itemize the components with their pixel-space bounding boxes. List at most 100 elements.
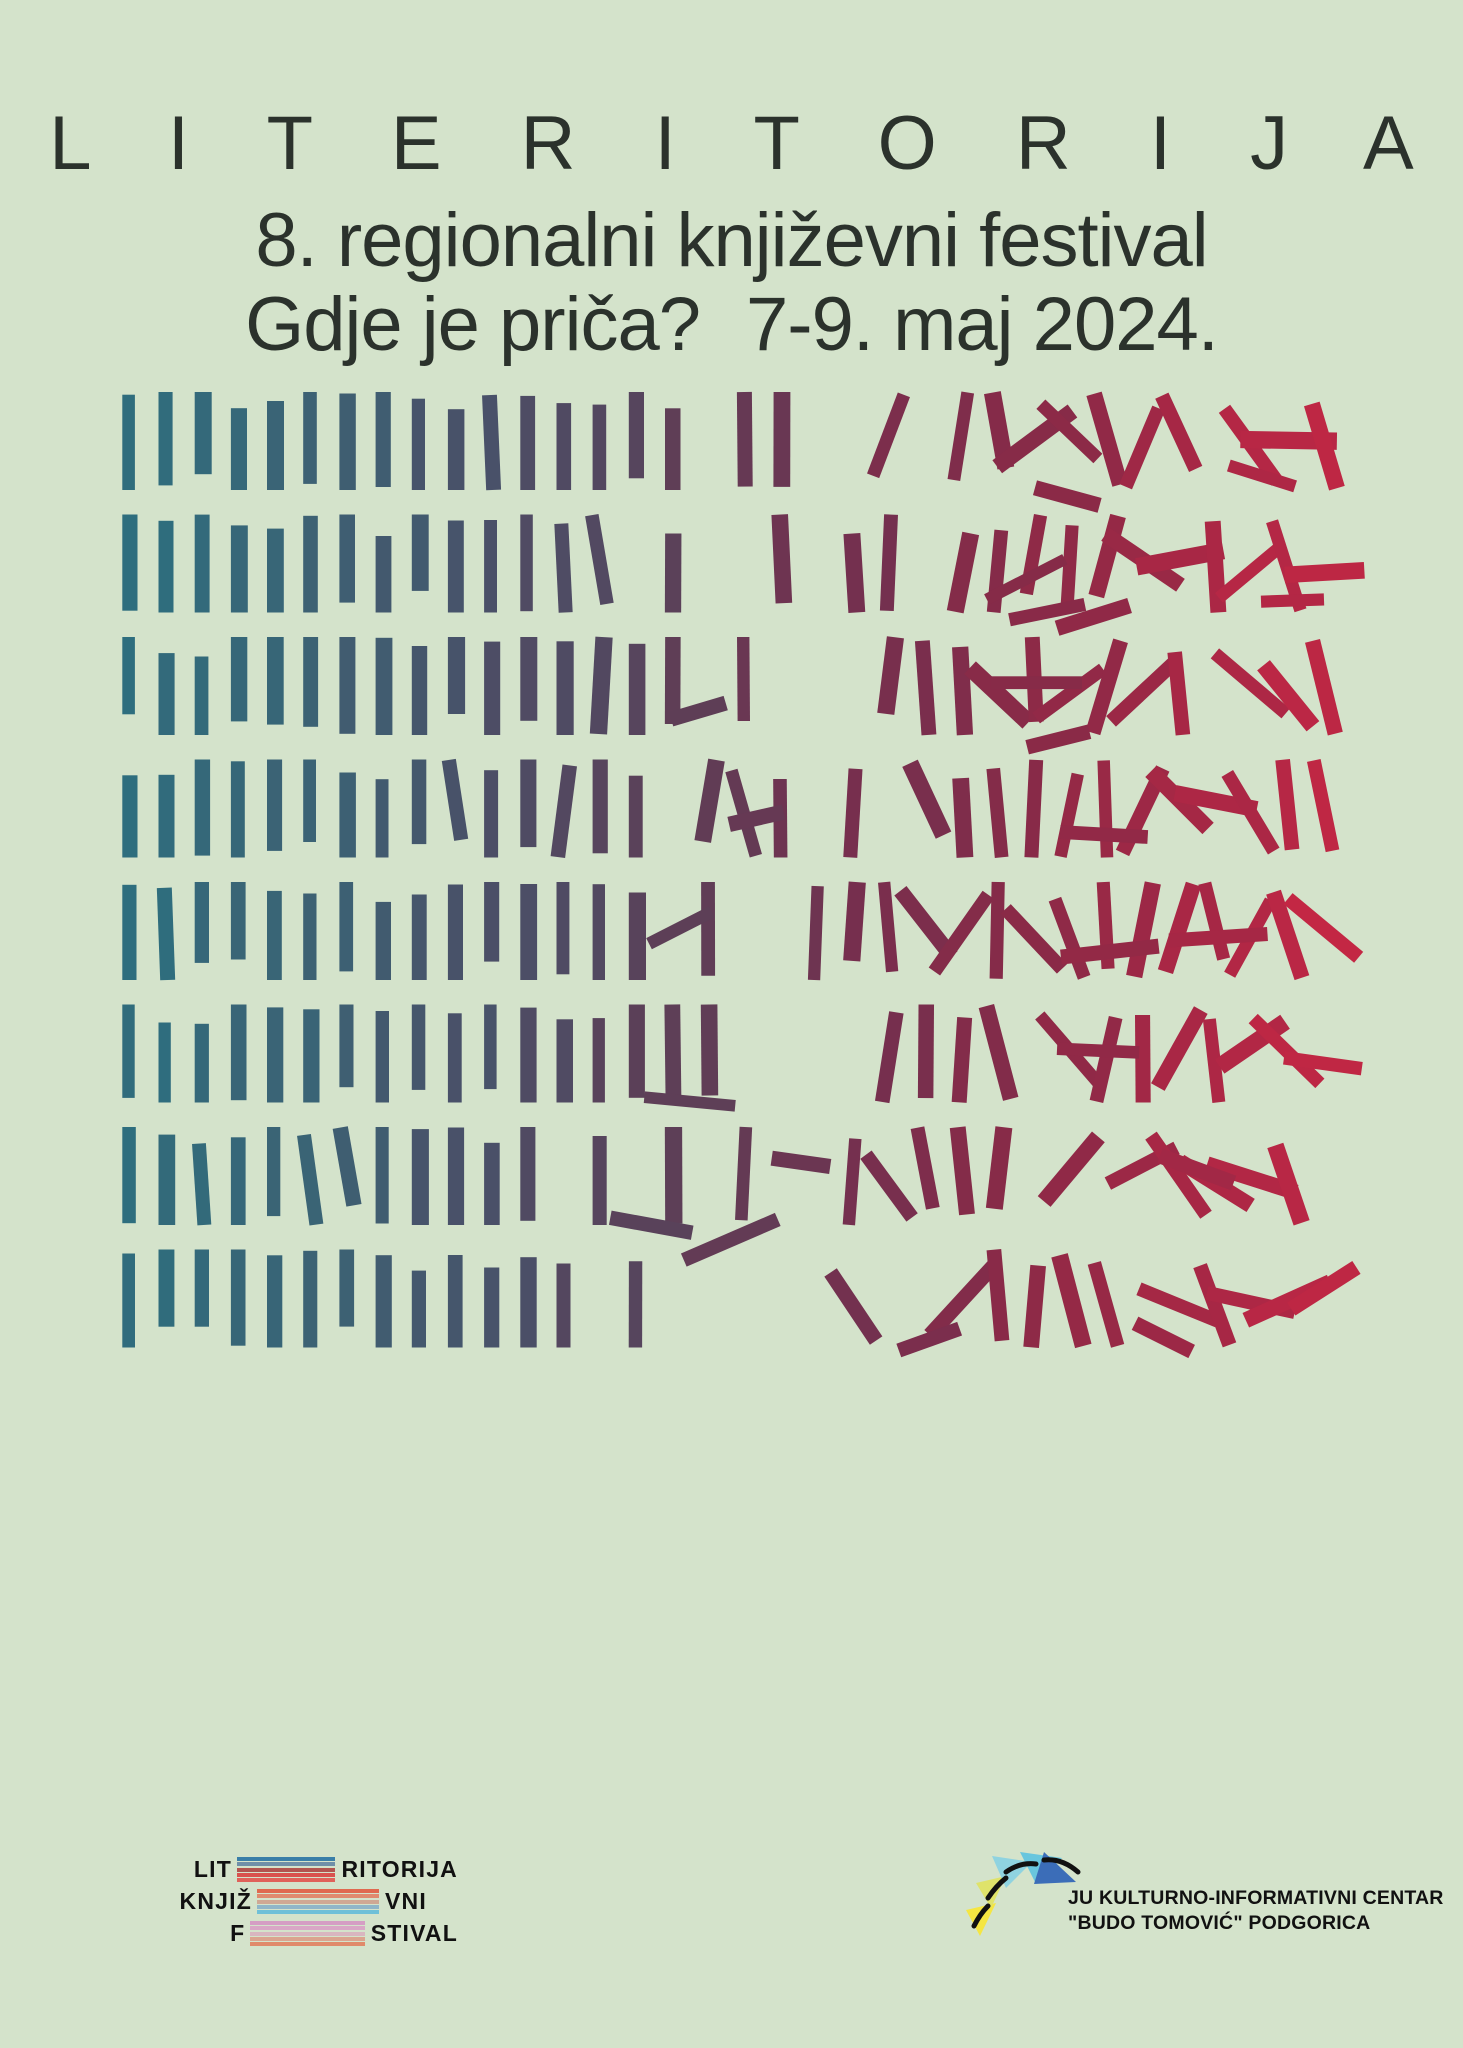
book-spine xyxy=(949,1126,975,1216)
book-spine xyxy=(1087,1261,1125,1348)
book-spine xyxy=(1266,519,1307,613)
festival-subtitle: 8. regionalni književni festival xyxy=(255,198,1208,283)
book-spine xyxy=(556,882,570,975)
book-spine xyxy=(1210,648,1290,719)
book-spine xyxy=(701,881,716,976)
festival-theme: Gdje je priča? xyxy=(245,282,701,368)
book-spine xyxy=(1284,562,1365,584)
book-spine xyxy=(158,520,174,613)
book-spine xyxy=(375,392,391,487)
book-spine xyxy=(952,777,974,858)
book-spine xyxy=(1202,1018,1226,1103)
logo-bar xyxy=(257,1889,379,1893)
book-spine xyxy=(339,637,356,734)
book-spine xyxy=(628,643,646,735)
book-spine-fallen xyxy=(1008,597,1087,627)
book-spine xyxy=(158,1249,175,1327)
book-spine xyxy=(1267,1142,1310,1226)
book-spine xyxy=(303,637,319,727)
book-spine xyxy=(824,1268,883,1345)
book-spine-pattern xyxy=(0,380,1463,1390)
logo-word-right: RITORIJA xyxy=(341,1856,458,1882)
book-spine xyxy=(230,761,245,858)
book-spine xyxy=(447,520,464,613)
book-spine xyxy=(520,1007,537,1103)
book-spine xyxy=(339,514,355,603)
book-spine xyxy=(1089,1015,1123,1103)
book-spine xyxy=(735,1126,753,1221)
logo-bar xyxy=(257,1894,379,1899)
logo-bar xyxy=(250,1931,365,1936)
book-spine xyxy=(978,1004,1019,1101)
book-spine xyxy=(158,1022,171,1103)
book-spine xyxy=(158,1134,176,1225)
book-spine xyxy=(1054,772,1084,858)
book-spine xyxy=(375,1255,392,1348)
book-spine xyxy=(230,1137,246,1225)
book-spine xyxy=(339,1249,355,1327)
book-spine xyxy=(1088,513,1126,599)
book-spine xyxy=(267,401,284,490)
book-spine xyxy=(986,767,1009,858)
book-spine xyxy=(874,1011,904,1104)
book-spine xyxy=(375,536,392,613)
literitorija-logo: LIT RITORIJA KNJIŽ xyxy=(148,1856,458,1952)
book-spine xyxy=(1303,401,1345,491)
book-spine xyxy=(878,881,899,973)
book-spine xyxy=(1097,760,1114,858)
book-spine xyxy=(339,393,356,490)
book-spine xyxy=(664,1004,682,1101)
book-spine xyxy=(447,884,463,980)
book-spine xyxy=(484,1267,500,1348)
book-spine xyxy=(664,636,681,725)
book-spine-fallen xyxy=(896,1321,963,1358)
book-spine xyxy=(867,392,910,479)
book-spine-fallen xyxy=(770,1150,832,1174)
book-spine-fallen xyxy=(1226,459,1297,493)
book-spine xyxy=(894,886,958,961)
book-spine xyxy=(1167,651,1191,736)
book-spine xyxy=(843,768,863,858)
book-spine xyxy=(375,779,389,858)
logo-bar xyxy=(250,1926,365,1931)
book-spine xyxy=(303,893,317,980)
book-spine xyxy=(592,1136,607,1225)
logo-bar xyxy=(257,1904,379,1909)
book-spine xyxy=(520,1127,536,1221)
book-spine xyxy=(1257,660,1320,732)
book-spine xyxy=(877,636,904,715)
book-spine xyxy=(951,1017,973,1103)
book-spine-fallen xyxy=(1060,938,1160,965)
book-spine xyxy=(520,514,533,612)
book-spine-fallen xyxy=(680,1212,781,1267)
book-spine xyxy=(550,764,577,859)
book-spine xyxy=(303,1250,318,1348)
book-spine xyxy=(964,661,1035,729)
book-spine xyxy=(339,1004,354,1088)
book-spine xyxy=(230,1249,246,1346)
book-spine xyxy=(484,770,499,858)
logo-word-left: KNJIŽ xyxy=(179,1888,252,1914)
book-spine xyxy=(924,1260,1000,1341)
logo-bar xyxy=(257,1899,379,1904)
book-spine xyxy=(339,882,354,972)
logo-bar xyxy=(250,1942,365,1946)
book-spine xyxy=(842,1138,862,1226)
book-spine xyxy=(1173,785,1259,818)
book-spine xyxy=(411,1270,426,1348)
logo-bar-group xyxy=(250,1921,365,1946)
book-spine xyxy=(986,1249,1010,1342)
book-spine xyxy=(267,1255,283,1348)
book-spine-fallen xyxy=(1168,926,1268,948)
book-spine xyxy=(192,1143,212,1226)
logo-row: F STIVAL xyxy=(148,1920,458,1947)
book-spine xyxy=(700,1004,719,1096)
logo-word-right: VNI xyxy=(385,1888,427,1914)
book-spine-fallen xyxy=(1260,593,1325,608)
book-spine xyxy=(441,758,469,841)
book-spine xyxy=(556,641,574,735)
book-spine xyxy=(411,1004,426,1090)
book-spine xyxy=(771,514,793,604)
book-spine xyxy=(158,774,175,858)
